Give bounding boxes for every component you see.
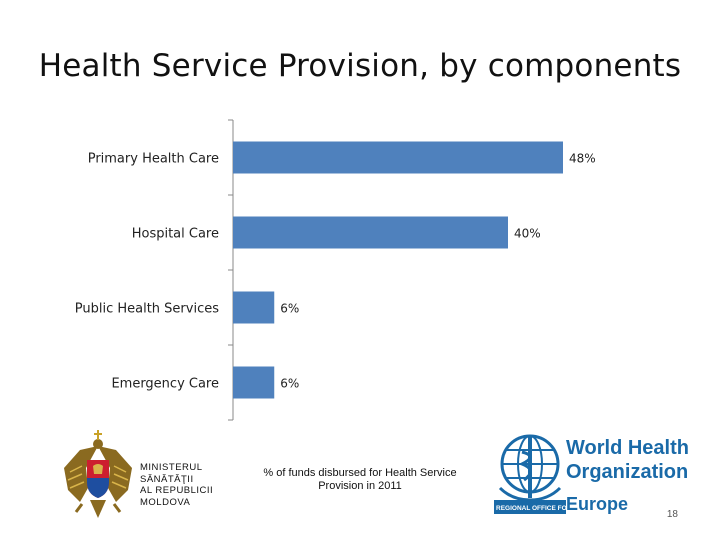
who-name-line1: World Health [566, 437, 689, 459]
who-regional-office: REGIONAL OFFICE FOR [496, 505, 572, 512]
ministry-name: MINISTERUL SĂNĂTĂŢII AL REPUBLICII MOLDO… [140, 462, 214, 508]
data-label: 6% [280, 377, 299, 391]
bar-primary-health-care [233, 141, 563, 174]
who-emblem-icon [494, 434, 566, 514]
bar-chart: Primary Health Care 48% Hospital Care 40% Pu… [75, 119, 596, 421]
data-label: 48% [569, 152, 596, 166]
category-label: Emergency Care [111, 377, 219, 392]
page-number: 18 [666, 509, 678, 520]
bar-emergency-care [233, 366, 275, 399]
category-label: Hospital Care [132, 227, 219, 242]
bar-public-health-services [233, 291, 275, 324]
chart-bars: Primary Health Care 48% Hospital Care 40% Pu… [75, 141, 596, 399]
who-region: Europe [566, 494, 628, 514]
ministry-logo [58, 428, 248, 528]
category-label: Primary Health Care [88, 152, 219, 167]
who-name-line2: Organization [566, 461, 688, 483]
category-label: Public Health Services [75, 302, 219, 317]
bar-hospital-care [233, 216, 508, 249]
moldova-coat-of-arms-icon [64, 430, 132, 518]
data-label: 40% [514, 227, 541, 241]
chart-axis [228, 119, 234, 421]
data-label: 6% [280, 302, 299, 316]
chart-caption: % of funds disbursed for Health Service … [263, 467, 457, 492]
who-europe-logo: World Health Organization REGIONAL OFFIC… [492, 428, 692, 518]
page-title: Health Service Provision, by components [38, 48, 682, 84]
